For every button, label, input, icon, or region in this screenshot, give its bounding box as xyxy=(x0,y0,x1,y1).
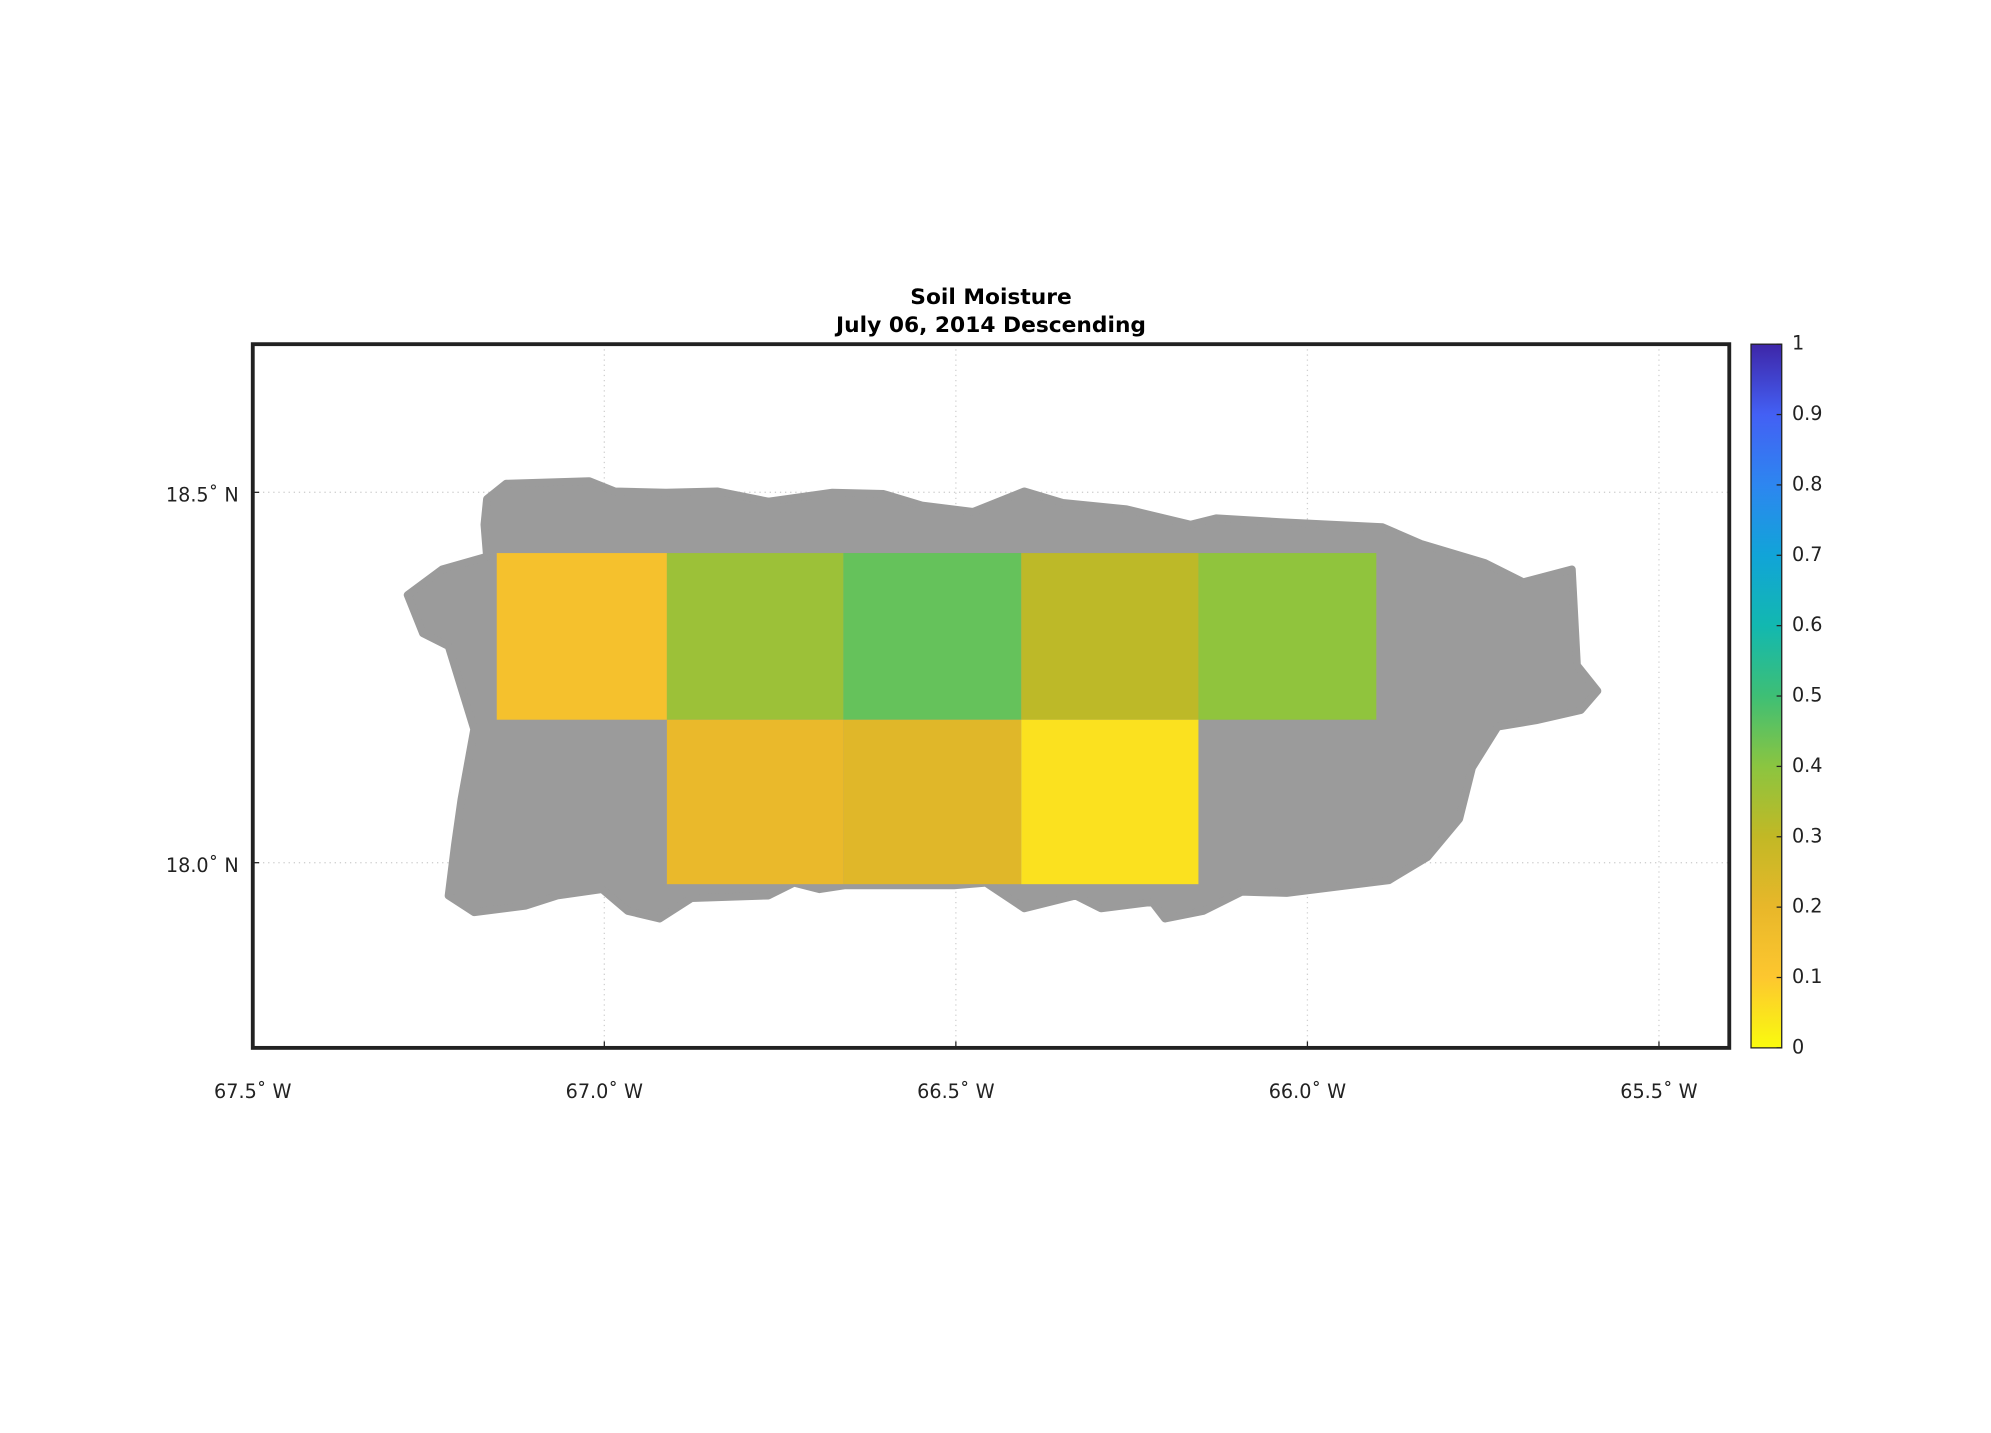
y-tick-label: 18.5˚ N xyxy=(166,484,239,507)
colorbar-tick-label: 0.7 xyxy=(1792,543,1823,566)
cells xyxy=(496,553,1377,885)
chart-subtitle: July 06, 2014 Descending xyxy=(834,313,1146,338)
grid-cell xyxy=(843,719,1022,885)
x-tick-label: 65.5˚ W xyxy=(1620,1080,1697,1103)
grid-cell xyxy=(1021,553,1199,720)
grid-cell xyxy=(1198,553,1377,720)
x-tick-label: 67.5˚ W xyxy=(214,1080,291,1103)
colorbar-tick-label: 0.6 xyxy=(1792,613,1823,636)
grid-cell xyxy=(843,553,1022,720)
colorbar-tick-label: 1 xyxy=(1792,332,1804,355)
grid-cell xyxy=(666,553,844,720)
colorbar-tick-label: 0.5 xyxy=(1792,684,1823,707)
plot-frame xyxy=(250,342,1732,1050)
colorbar-tick-label: 0.3 xyxy=(1792,824,1823,847)
grid-cell xyxy=(496,553,667,720)
x-tick-label: 67.0˚ W xyxy=(566,1080,643,1103)
colorbar-tick-label: 0.4 xyxy=(1792,754,1823,777)
x-tick-label: 66.0˚ W xyxy=(1269,1080,1346,1103)
y-tick-label: 18.0˚ N xyxy=(166,854,239,877)
x-tick-label: 66.5˚ W xyxy=(917,1080,994,1103)
colorbar-tick-label: 0.8 xyxy=(1792,472,1823,495)
grid-cell xyxy=(1021,719,1199,885)
colorbar xyxy=(1750,343,1783,1049)
colorbar-tick-label: 0 xyxy=(1792,1035,1804,1058)
grid-cell xyxy=(666,719,844,885)
colorbar-tick-label: 0.1 xyxy=(1792,965,1823,988)
colorbar-tick-label: 0.2 xyxy=(1792,895,1823,918)
chart-title: Soil Moisture xyxy=(910,285,1071,310)
colorbar-tick-label: 0.9 xyxy=(1792,402,1823,425)
